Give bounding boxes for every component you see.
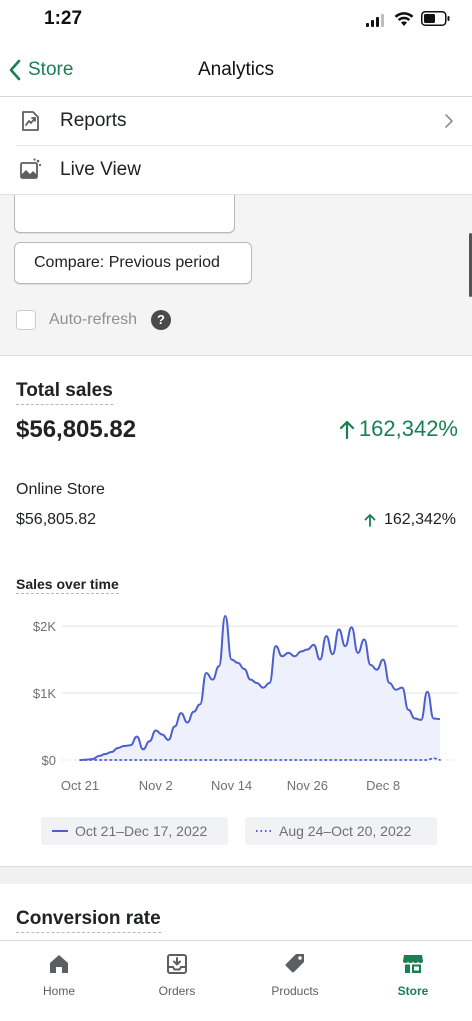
channel-value: $56,805.82 [16, 511, 97, 528]
arrow-up-icon [364, 514, 376, 527]
tab-label: Orders [158, 984, 196, 998]
products-icon [285, 954, 304, 973]
live-view-icon [20, 158, 42, 179]
page-title: Analytics [197, 59, 275, 80]
total-sales-value: $56,805.82 [16, 416, 137, 443]
tab-store[interactable]: Store [354, 941, 472, 1021]
chevron-right-icon [445, 114, 453, 128]
wifi-icon [394, 12, 414, 26]
total-sales-change-value: 162,342% [358, 416, 458, 441]
filters-panel: Compare: Previous period Auto-refresh ? [0, 195, 472, 356]
y-tick-label: $0 [42, 753, 56, 768]
navigation-bar: Store Analytics [0, 44, 472, 97]
menu-item-label: Reports [60, 110, 127, 131]
status-bar: 1:27 [0, 0, 472, 44]
signal-icon [366, 14, 386, 27]
back-label: Store [28, 59, 74, 80]
total-sales-title[interactable]: Total sales [16, 380, 113, 405]
auto-refresh-label: Auto-refresh [49, 311, 138, 328]
legend-label: Oct 21–Dec 17, 2022 [75, 823, 208, 839]
menu-item-live-view[interactable]: Live View [0, 146, 472, 194]
channel-change: 162,342% [364, 511, 456, 529]
analytics-menu: Reports Live View [0, 97, 472, 195]
orders-icon [167, 954, 187, 974]
x-tick-label: Nov 26 [287, 778, 328, 793]
sales-over-time-chart: $2K $1K $0 Oct 21 Nov 2 Nov 14 Nov 26 Dec 8 [33, 615, 458, 793]
total-sales-card: Total sales $56,805.82 162,342% Online S… [0, 356, 472, 867]
scrollbar[interactable] [469, 233, 472, 297]
legend-solid-line-icon [52, 830, 68, 832]
battery-icon [421, 11, 450, 26]
compare-label: Compare: Previous period [34, 254, 220, 271]
series-area [80, 616, 440, 760]
divider [16, 145, 472, 146]
tab-products[interactable]: Products [236, 941, 354, 1021]
compare-button[interactable]: Compare: Previous period [14, 242, 252, 284]
help-icon[interactable]: ? [151, 310, 171, 330]
tab-label: Store [397, 984, 429, 998]
series-line-previous-period [79, 757, 441, 761]
x-tick-label: Nov 2 [139, 778, 173, 793]
arrow-up-icon [339, 420, 355, 439]
y-tick-label: $2K [33, 619, 56, 634]
tab-home[interactable]: Home [0, 941, 118, 1021]
legend-previous-period[interactable]: Aug 24–Oct 20, 2022 [245, 817, 437, 845]
tab-bar: Home Orders Products Store [0, 940, 472, 1021]
legend-current-period[interactable]: Oct 21–Dec 17, 2022 [41, 817, 228, 845]
channel-change-value: 162,342% [383, 511, 456, 528]
tab-label: Home [42, 984, 75, 998]
date-range-button[interactable] [14, 195, 235, 233]
auto-refresh-checkbox[interactable] [16, 310, 36, 330]
tab-orders[interactable]: Orders [118, 941, 236, 1021]
reports-icon [22, 111, 39, 131]
tab-label: Products [271, 984, 319, 998]
x-tick-label: Nov 14 [211, 778, 252, 793]
legend-label: Aug 24–Oct 20, 2022 [279, 823, 412, 839]
home-icon [50, 955, 68, 973]
x-tick-label: Dec 8 [366, 778, 400, 793]
total-sales-change: 162,342% [339, 416, 458, 442]
chevron-left-icon [9, 59, 21, 81]
series-line-current-period [79, 615, 441, 761]
store-icon [403, 955, 423, 973]
status-time: 1:27 [44, 8, 83, 29]
legend-dotted-line-icon [256, 830, 272, 832]
back-button[interactable]: Store [8, 56, 73, 84]
chart-title[interactable]: Sales over time [16, 576, 119, 594]
menu-item-label: Live View [60, 159, 141, 180]
conversion-rate-title[interactable]: Conversion rate [16, 908, 161, 933]
channel-name: Online Store [16, 481, 105, 498]
menu-item-reports[interactable]: Reports [0, 97, 472, 146]
y-tick-label: $1K [33, 686, 56, 701]
x-tick-label: Oct 21 [61, 778, 99, 793]
